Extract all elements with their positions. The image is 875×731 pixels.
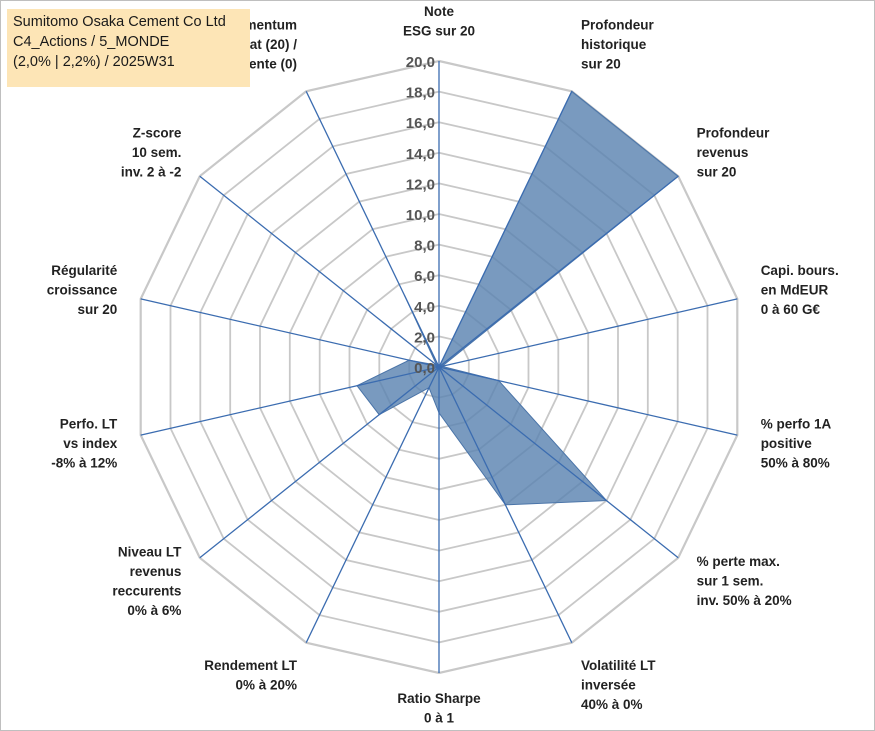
spoke-13	[305, 91, 440, 368]
tick-label-4: 8,0	[414, 238, 435, 255]
axis-label-line: sur 20	[78, 302, 118, 317]
axis-label-8: Rendement LT 0% à 20%	[204, 658, 298, 693]
spoke-12	[199, 175, 440, 368]
period-info: (2,0% | 2,2%) / 2025W31	[13, 54, 175, 70]
axis-label-line: Profondeur	[697, 125, 770, 140]
axis-label-line: % perfo 1A	[761, 416, 832, 431]
spoke-6	[438, 366, 573, 643]
spoke-10	[140, 366, 440, 436]
axis-label-line: sur 20	[697, 164, 737, 179]
data-point-1	[570, 90, 573, 93]
data-point-7	[438, 411, 441, 414]
spoke-9	[199, 366, 440, 559]
data-point-13	[403, 294, 406, 297]
portfolio-path: C4_Actions / 5_MONDE	[13, 34, 170, 50]
axis-label-line: croissance	[47, 283, 118, 298]
axis-label-line: 50% à 80%	[761, 455, 830, 470]
data-point-0	[438, 366, 441, 369]
tick-label-5: 10,0	[406, 207, 435, 224]
axis-label-line: Ratio Sharpe	[397, 691, 481, 706]
axis-label-line: en MdEUR	[761, 283, 829, 298]
spoke-4	[438, 366, 738, 436]
axis-label-line: Vente (0)	[241, 56, 297, 71]
tick-label-7: 14,0	[406, 146, 435, 163]
axis-label-line: % perte max.	[697, 554, 780, 569]
axis-label-line: revenus	[130, 564, 182, 579]
data-point-8	[428, 386, 431, 389]
tick-label-10: 20,0	[406, 54, 435, 71]
data-point-3	[441, 365, 444, 368]
axis-label-3: Capi. bours. en MdEUR 0 à 60 G€	[761, 263, 839, 317]
data-point-5	[605, 499, 608, 502]
info-box: Sumitomo Osaka Cement Co Ltd C4_Actions …	[7, 9, 250, 87]
axis-label-4: % perfo 1A positive 50% à 80%	[761, 416, 832, 470]
company-name: Sumitomo Osaka Cement Co Ltd	[13, 14, 226, 30]
axis-label-line: 40% à 0%	[581, 697, 643, 712]
tick-label-2: 4,0	[414, 299, 435, 316]
axis-label-line: sur 1 sem.	[697, 574, 764, 589]
axis-label-line: 0 à 1	[424, 711, 455, 726]
axis-label-12: Z-score 10 sem. inv. 2 à -2	[121, 125, 182, 179]
tick-label-3: 6,0	[414, 268, 435, 285]
spoke-5	[438, 366, 679, 559]
axis-label-line: 0 à 60 G€	[761, 302, 821, 317]
data-point-2	[677, 175, 680, 178]
axis-label-line: revenus	[697, 145, 749, 160]
axis-label-1: Profondeur historique sur 20	[581, 17, 654, 71]
axis-label-line: inv. 2 à -2	[121, 164, 182, 179]
axis-label-line: Rendement LT	[204, 658, 298, 673]
tick-label-1: 2,0	[414, 329, 435, 346]
spoke-2	[438, 175, 679, 368]
axis-label-line: Niveau LT	[118, 545, 182, 560]
axis-label-5: % perte max. sur 1 sem. inv. 50% à 20%	[697, 554, 792, 608]
spoke-1	[438, 91, 573, 368]
spoke-3	[438, 298, 738, 368]
axis-label-line: inversée	[581, 678, 636, 693]
axis-label-line: 0% à 6%	[127, 603, 181, 618]
axis-label-line: 10 sem.	[132, 145, 182, 160]
data-point-6	[504, 503, 507, 506]
axis-label-line: Volatilité LT	[581, 658, 656, 673]
axis-label-11: Régularité croissance sur 20	[47, 263, 118, 317]
tick-label-6: 12,0	[406, 176, 435, 193]
spoke-8	[305, 366, 440, 643]
axis-label-10: Perfo. LT vs index -8% à 12%	[51, 416, 118, 470]
axis-label-9: Niveau LT revenus reccurents 0% à 6%	[112, 545, 182, 619]
data-point-12	[435, 364, 438, 367]
axis-label-line: 0% à 20%	[235, 678, 297, 693]
axis-label-line: ESG sur 20	[403, 24, 475, 39]
tick-label-9: 18,0	[406, 85, 435, 102]
axis-label-2: Profondeur revenus sur 20	[697, 125, 770, 179]
data-point-4	[497, 379, 500, 382]
axis-label-line: Profondeur	[581, 17, 654, 32]
axis-label-line: reccurents	[112, 584, 181, 599]
axis-label-line: -8% à 12%	[51, 455, 117, 470]
data-point-10	[356, 384, 359, 387]
axis-label-0: Note ESG sur 20	[403, 4, 475, 39]
axis-label-line: sur 20	[581, 56, 621, 71]
axis-label-line: Régularité	[51, 263, 118, 278]
axis-label-line: Perfo. LT	[60, 416, 118, 431]
tick-label-0: 0,0	[414, 360, 435, 377]
axis-label-line: positive	[761, 436, 813, 451]
axis-label-line: historique	[581, 37, 647, 52]
axis-label-line: Z-score	[133, 125, 182, 140]
axis-label-line: vs index	[63, 436, 118, 451]
tick-label-8: 16,0	[406, 115, 435, 132]
axis-label-6: Volatilité LT inversée 40% à 0%	[581, 658, 656, 712]
axis-label-line: Note	[424, 4, 454, 19]
data-point-9	[378, 413, 381, 416]
axis-label-7: Ratio Sharpe 0 à 1	[397, 691, 481, 726]
spoke-11	[140, 298, 440, 368]
data-point-11	[408, 359, 411, 362]
axis-label-line: inv. 50% à 20%	[697, 593, 792, 608]
axis-label-line: Capi. bours.	[761, 263, 839, 278]
